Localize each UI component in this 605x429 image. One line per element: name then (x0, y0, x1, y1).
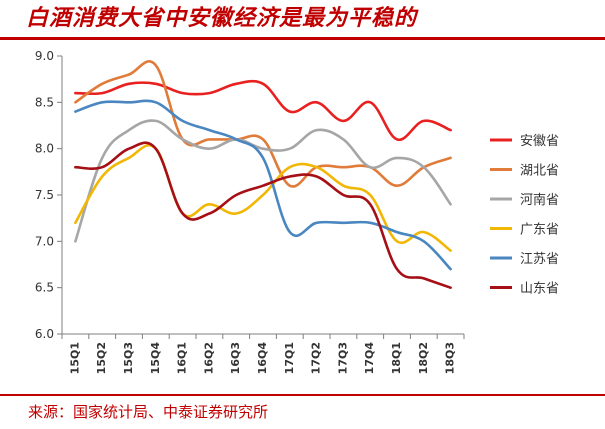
x-tick-label: 16Q4 (256, 342, 269, 375)
x-tick-label: 16Q1 (176, 342, 189, 374)
series-line-6 (74, 141, 452, 289)
legend-item-6: 山东省 (490, 282, 559, 297)
x-tick-label: 17Q2 (310, 342, 323, 374)
x-tick-label: 15Q4 (149, 342, 162, 375)
x-tick-label: 16Q2 (202, 342, 215, 374)
y-tick-label: 8.5 (35, 95, 54, 109)
y-tick-label: 6.0 (35, 327, 54, 341)
series-line-2 (74, 60, 452, 188)
source-note: 来源：国家统计局、中泰证券研究所 (28, 403, 269, 421)
legend-item-2: 湖北省 (490, 164, 559, 179)
x-tick-label: 15Q1 (68, 342, 81, 374)
x-tick-label: 17Q3 (336, 342, 349, 374)
legend-item-3: 河南省 (490, 192, 559, 208)
legend-item-1: 安徽省 (490, 134, 559, 149)
chart-series (74, 60, 452, 289)
legend-label: 广东省 (520, 223, 559, 238)
x-tick-label: 15Q3 (122, 342, 135, 374)
line-chart: 6.0 6.5 7.0 7.5 8.0 8.5 9.0 15Q1 15Q2 15Q3 15Q4 16Q… (35, 49, 559, 375)
legend-label: 河南省 (520, 192, 559, 208)
chart-axes: 6.0 6.5 7.0 7.5 8.0 8.5 9.0 15Q1 15Q2 15Q3 15Q4 16Q… (35, 49, 465, 375)
source-divider (0, 394, 605, 396)
x-tick-label: 15Q2 (95, 342, 108, 374)
chart-title: 白酒消费大省中安徽经济是最为平稳的 (26, 6, 418, 31)
legend-label: 山东省 (520, 282, 559, 297)
series-line-4 (74, 143, 452, 252)
x-tick-label: 17Q4 (363, 342, 376, 375)
y-tick-label: 8.0 (35, 142, 54, 156)
y-tick-label: 6.5 (35, 281, 54, 295)
series-line-5 (74, 99, 452, 271)
x-tick-label: 16Q3 (229, 342, 242, 374)
legend-label: 安徽省 (520, 134, 559, 149)
x-tick-label: 18Q1 (390, 342, 403, 374)
legend-label: 江苏省 (520, 251, 559, 267)
legend-label: 湖北省 (520, 164, 559, 179)
x-tick-label: 17Q1 (283, 342, 296, 374)
y-tick-label: 7.5 (35, 188, 54, 202)
y-tick-label: 7.0 (35, 234, 54, 248)
x-tick-label: 18Q2 (417, 342, 430, 374)
title-divider (0, 37, 605, 40)
x-tick-label: 18Q3 (444, 342, 457, 374)
legend-item-4: 广东省 (490, 223, 559, 238)
legend-item-5: 江苏省 (490, 251, 559, 267)
y-tick-label: 9.0 (35, 49, 54, 63)
series-line-3 (74, 119, 452, 243)
series-line-1 (74, 79, 452, 141)
